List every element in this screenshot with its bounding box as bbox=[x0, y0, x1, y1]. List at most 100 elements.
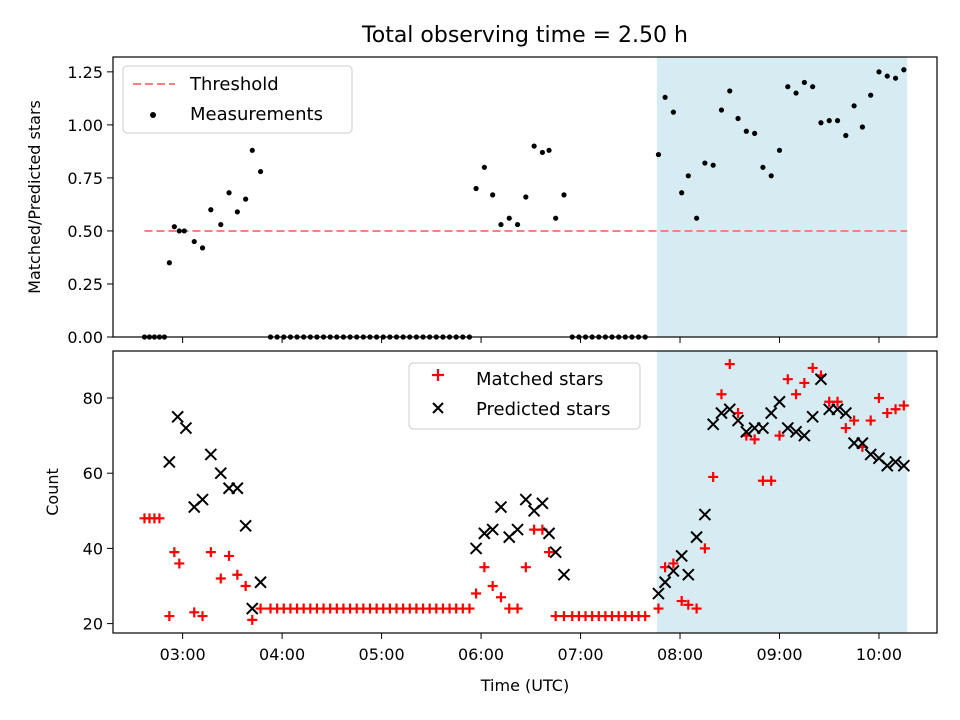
predicted-star-point bbox=[557, 568, 571, 581]
matched-star-point bbox=[849, 415, 860, 426]
predicted-star-point bbox=[864, 448, 877, 461]
measurement-point bbox=[859, 124, 865, 130]
measurement-point bbox=[679, 190, 685, 196]
measurement-point bbox=[191, 238, 197, 245]
measurement-point bbox=[531, 143, 537, 149]
measurement-point bbox=[561, 192, 567, 198]
ratio-legend: Threshold Measurements bbox=[122, 65, 353, 134]
predicted-star-point bbox=[897, 459, 911, 472]
measurement-point bbox=[801, 79, 807, 86]
measurement-point bbox=[735, 115, 741, 122]
predicted-star-point bbox=[486, 523, 499, 536]
matched-star-point bbox=[799, 377, 810, 388]
matched-star-point bbox=[791, 389, 802, 400]
matched-star-point bbox=[215, 573, 226, 584]
measurement-point bbox=[727, 88, 733, 94]
predicted-star-point bbox=[494, 500, 508, 514]
matched-star-point bbox=[716, 389, 727, 400]
observing-span-bottom bbox=[656, 351, 908, 633]
matched-star-point bbox=[544, 547, 555, 558]
measurement-point bbox=[776, 147, 783, 153]
measurement-point bbox=[234, 209, 240, 215]
measurement-point bbox=[826, 118, 832, 124]
matched-star-point bbox=[240, 581, 251, 591]
predicted-star-point bbox=[773, 395, 786, 408]
predicted-star-point bbox=[698, 508, 712, 521]
measurement-point bbox=[834, 118, 841, 124]
ratio-y-tick-label: 1.25 bbox=[67, 63, 103, 82]
legend-threshold-label: Threshold bbox=[189, 74, 279, 95]
measurement-point bbox=[243, 196, 249, 202]
predicted-star-point bbox=[690, 530, 703, 544]
matched-star-point bbox=[512, 603, 523, 614]
matched-star-point bbox=[782, 374, 793, 385]
ratio-y-tick-label: 0.00 bbox=[67, 328, 103, 347]
measurement-point bbox=[539, 149, 546, 156]
matched-star-point bbox=[255, 603, 266, 614]
measurement-point bbox=[693, 215, 700, 221]
measurement-point bbox=[818, 120, 824, 126]
matched-star-point bbox=[464, 603, 475, 614]
predicted-star-point bbox=[549, 545, 562, 559]
predicted-star-point bbox=[789, 425, 803, 439]
measurement-point bbox=[718, 107, 725, 113]
matched-star-point bbox=[154, 513, 165, 524]
predicted-star-point bbox=[856, 436, 869, 450]
predicted-star-point bbox=[511, 523, 524, 536]
count-x-tick-label: 04:00 bbox=[259, 645, 305, 664]
measurement-point bbox=[810, 84, 816, 90]
measurement-point bbox=[171, 224, 177, 230]
ratio-panel-frame bbox=[112, 56, 938, 338]
predicted-star-point bbox=[536, 497, 549, 510]
matched-star-point bbox=[774, 430, 785, 441]
measurement-point bbox=[199, 245, 206, 251]
matched-star-point bbox=[724, 359, 735, 370]
count-x-tick-label: 10:00 bbox=[856, 645, 902, 664]
count-y-tick-label: 60 bbox=[83, 464, 103, 483]
predicted-star-point bbox=[798, 429, 811, 442]
measurement-point bbox=[793, 90, 799, 96]
matched-star-point bbox=[691, 603, 702, 614]
measurement-point bbox=[218, 221, 224, 228]
measurement-point bbox=[473, 185, 479, 192]
measurement-point bbox=[226, 190, 232, 196]
ratio-y-tick-label: 1.00 bbox=[67, 116, 103, 135]
measurement-point bbox=[768, 173, 774, 179]
measurement-point bbox=[257, 168, 264, 175]
predicted-star-point bbox=[715, 406, 728, 420]
figure-title: Total observing time = 2.50 h bbox=[361, 23, 688, 48]
measurement-point bbox=[901, 67, 907, 73]
matched-star-point bbox=[865, 415, 876, 426]
matched-star-point bbox=[189, 607, 200, 618]
measurement-point bbox=[655, 151, 662, 158]
predicted-star-point bbox=[831, 403, 844, 416]
predicted-star-point bbox=[254, 576, 267, 589]
predicted-star-point bbox=[667, 564, 680, 578]
observing-span-top bbox=[656, 57, 908, 337]
predicted-star-point bbox=[239, 519, 252, 533]
matched-star-point bbox=[471, 588, 482, 599]
x-axis-label: Time (UTC) bbox=[480, 676, 569, 695]
matched-star-point bbox=[479, 562, 490, 573]
matched-stars-points bbox=[139, 359, 909, 625]
predicted-star-point bbox=[756, 421, 770, 435]
count-y-tick-label: 20 bbox=[83, 615, 103, 634]
measurement-point bbox=[892, 75, 899, 81]
matched-star-point bbox=[232, 569, 243, 580]
measurement-point bbox=[710, 162, 716, 168]
matched-star-point bbox=[487, 581, 498, 591]
predicted-star-point bbox=[764, 406, 778, 420]
measurement-point bbox=[752, 130, 758, 136]
predicted-star-point bbox=[881, 459, 894, 472]
matched-star-point bbox=[224, 550, 235, 561]
matched-star-point bbox=[890, 404, 901, 415]
count-y-tick-label: 40 bbox=[83, 539, 103, 558]
predicted-star-point bbox=[731, 414, 745, 427]
measurement-point bbox=[181, 228, 187, 234]
predicted-star-point bbox=[706, 418, 720, 431]
measurement-point bbox=[490, 192, 496, 198]
measurement-point bbox=[851, 103, 857, 109]
predicted-star-point bbox=[658, 576, 672, 589]
